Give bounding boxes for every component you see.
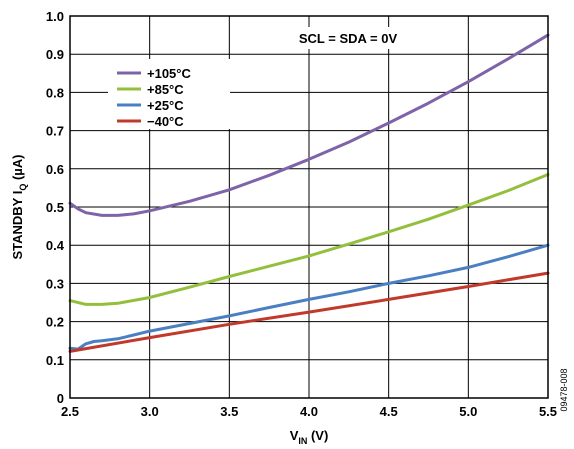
x-tick-label: 3.5 [220,404,238,419]
x-tick-label: 5.0 [459,404,477,419]
x-axis-label: VIN (V) [290,428,329,446]
y-axis-label-unit: (µA) [10,154,25,183]
series-line-0 [68,33,550,217]
x-tick-label: 3.0 [141,404,159,419]
annotation-box [272,27,424,49]
figure-id: 09478-008 [559,368,569,411]
y-axis-label-sub: Q [18,184,28,191]
series-line-1 [68,173,550,306]
plot-frame [69,15,549,399]
x-tick-label: 4.0 [300,404,318,419]
y-tick-label: 0.3 [46,276,64,291]
legend-label-3: −40°C [147,114,184,129]
y-axis-label: STANDBY IQ (µA) [10,154,28,259]
series-line-3 [68,271,550,353]
y-axis-label-main: STANDBY I [10,191,25,260]
x-axis-label-unit: (V) [307,428,328,443]
legend-box [108,59,230,129]
y-tick-label: 0.2 [46,315,64,330]
y-tick-label: 0.6 [46,162,64,177]
annotation-text: SCL = SDA = 0V [299,31,398,46]
x-tick-label: 4.5 [380,404,398,419]
y-tick-label: 0.4 [46,238,65,253]
x-axis-label-sub: IN [298,436,307,446]
y-tick-label: 0.7 [46,124,64,139]
series-lines [68,33,550,353]
y-tick-labels: 0 0.1 0.2 0.3 0.4 0.5 0.6 0.7 0.8 0.9 1.0 [46,9,65,406]
legend-label-2: +25°C [147,98,184,113]
legend-label-0: +105°C [147,66,191,81]
y-tick-label: 0 [57,391,64,406]
series-line-2 [68,243,550,351]
y-tick-label: 0.5 [46,200,64,215]
x-tick-labels: 2.5 3.0 3.5 4.0 4.5 5.0 5.5 [61,404,557,419]
x-tick-label: 5.5 [539,404,557,419]
y-tick-label: 0.8 [46,85,64,100]
legend-label-1: +85°C [147,82,184,97]
y-tick-label: 0.1 [46,353,64,368]
y-tick-label: 0.9 [46,47,64,62]
x-axis-label-main: V [290,428,299,443]
legend: +105°C+85°C+25°C−40°C [117,66,191,129]
y-tick-label: 1.0 [46,9,64,24]
x-tick-label: 2.5 [61,404,79,419]
